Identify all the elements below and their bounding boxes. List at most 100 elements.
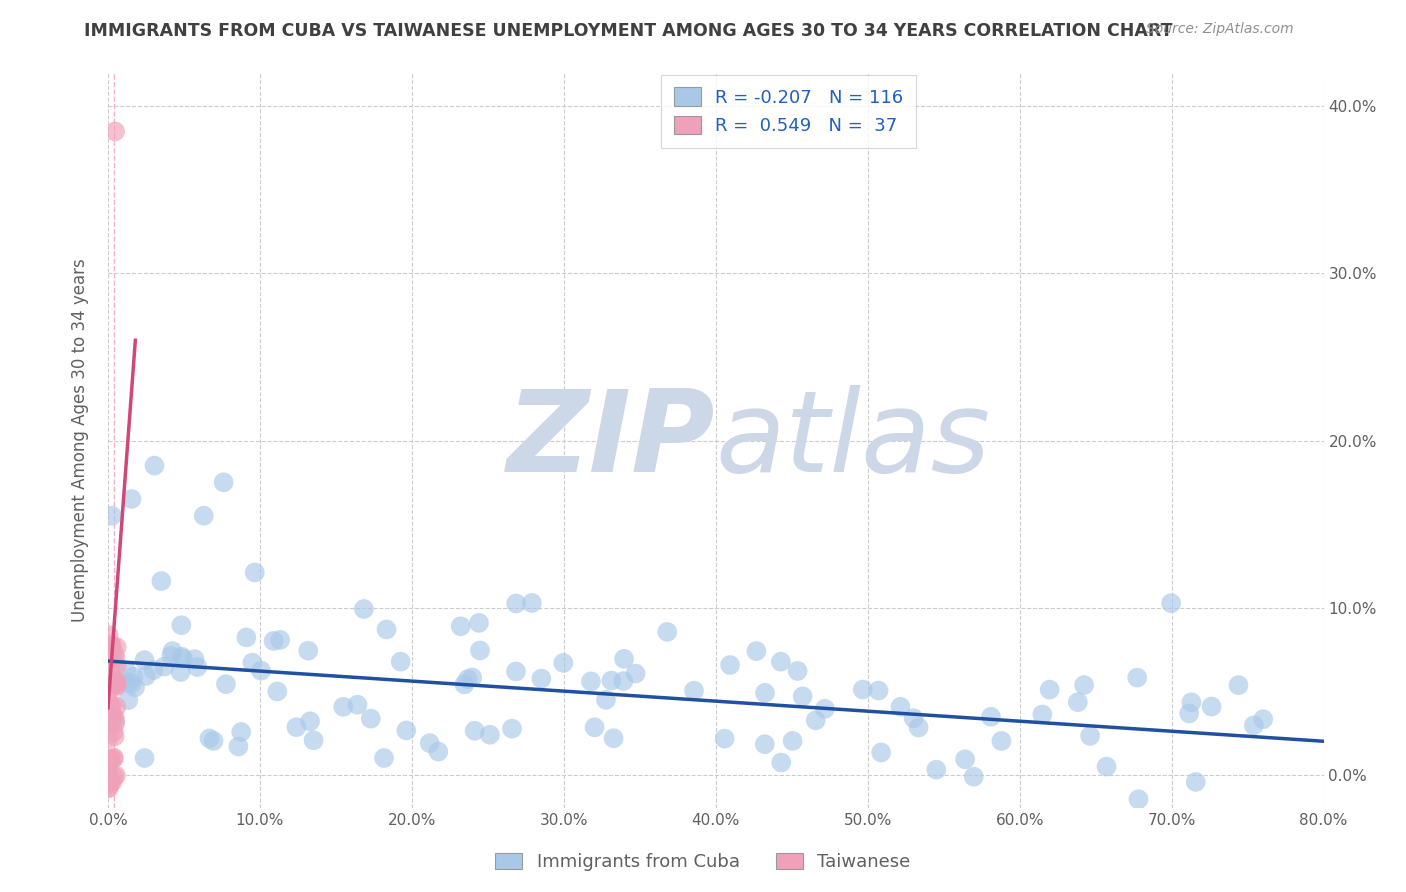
Point <box>889 699 911 714</box>
Point <box>105 679 128 693</box>
Point <box>135 669 157 683</box>
Point <box>602 731 624 746</box>
Point <box>263 634 285 648</box>
Point <box>104 650 127 665</box>
Point <box>169 665 191 679</box>
Point <box>389 655 412 669</box>
Point <box>142 663 165 677</box>
Point <box>1078 729 1101 743</box>
Point <box>1067 695 1090 709</box>
Point <box>103 750 125 764</box>
Point <box>105 675 128 690</box>
Point <box>1251 712 1274 726</box>
Point <box>105 678 128 692</box>
Point <box>657 624 679 639</box>
Point <box>468 643 491 657</box>
Point <box>903 711 925 725</box>
Point <box>121 491 143 506</box>
Point <box>134 653 156 667</box>
Point <box>1180 695 1202 709</box>
Point <box>117 693 139 707</box>
Point <box>153 659 176 673</box>
Point <box>100 701 122 715</box>
Point <box>868 683 890 698</box>
Point <box>457 672 479 686</box>
Point <box>1039 682 1062 697</box>
Point <box>770 756 793 770</box>
Point <box>769 655 792 669</box>
Point <box>103 647 125 661</box>
Point <box>870 746 893 760</box>
Point <box>953 752 976 766</box>
Point <box>814 702 837 716</box>
Point <box>97 761 120 775</box>
Point <box>215 677 238 691</box>
Point <box>122 670 145 684</box>
Point <box>453 677 475 691</box>
Point <box>104 678 127 692</box>
Point <box>250 664 273 678</box>
Point <box>105 640 128 655</box>
Point <box>97 691 120 706</box>
Point <box>105 699 128 714</box>
Point <box>718 658 741 673</box>
Point <box>683 683 706 698</box>
Point <box>160 648 183 663</box>
Point <box>373 751 395 765</box>
Point <box>297 644 319 658</box>
Point <box>98 753 121 767</box>
Point <box>346 698 368 712</box>
Point <box>786 664 808 678</box>
Point <box>198 731 221 746</box>
Point <box>100 698 122 712</box>
Point <box>101 640 124 654</box>
Point <box>353 602 375 616</box>
Point <box>505 597 527 611</box>
Point <box>243 566 266 580</box>
Point <box>172 651 194 665</box>
Point <box>713 731 735 746</box>
Point <box>1095 759 1118 773</box>
Point <box>332 699 354 714</box>
Point <box>419 736 441 750</box>
Point <box>302 733 325 747</box>
Point <box>103 730 125 744</box>
Point <box>579 674 602 689</box>
Point <box>97 731 120 746</box>
Legend: Immigrants from Cuba, Taiwanese: Immigrants from Cuba, Taiwanese <box>488 846 918 879</box>
Point <box>1243 718 1265 732</box>
Point <box>104 714 127 728</box>
Point <box>468 615 491 630</box>
Point <box>134 751 156 765</box>
Point <box>395 723 418 738</box>
Point <box>98 776 121 790</box>
Point <box>103 725 125 739</box>
Point <box>97 628 120 642</box>
Point <box>464 723 486 738</box>
Point <box>115 664 138 678</box>
Point <box>103 770 125 784</box>
Point <box>1128 792 1150 806</box>
Point <box>1126 671 1149 685</box>
Text: ZIP: ZIP <box>508 385 716 496</box>
Point <box>266 684 288 698</box>
Point <box>105 659 128 673</box>
Point <box>97 652 120 666</box>
Point <box>754 686 776 700</box>
Point <box>360 712 382 726</box>
Point <box>101 709 124 723</box>
Point <box>104 124 127 138</box>
Y-axis label: Unemployment Among Ages 30 to 34 years: Unemployment Among Ages 30 to 34 years <box>72 259 89 623</box>
Point <box>520 596 543 610</box>
Point <box>990 734 1012 748</box>
Point <box>231 725 253 739</box>
Point <box>1160 596 1182 610</box>
Point <box>1073 678 1095 692</box>
Point <box>782 734 804 748</box>
Point <box>100 664 122 678</box>
Point <box>624 666 647 681</box>
Point <box>285 720 308 734</box>
Point <box>613 652 636 666</box>
Legend: R = -0.207   N = 116, R =  0.549   N =  37: R = -0.207 N = 116, R = 0.549 N = 37 <box>661 75 917 148</box>
Point <box>101 508 124 523</box>
